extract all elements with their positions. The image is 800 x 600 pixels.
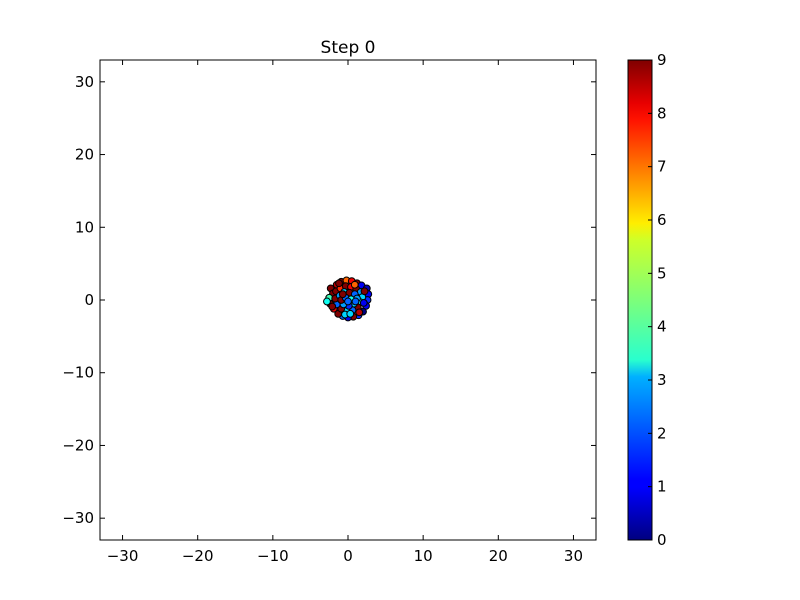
scatter-point — [359, 299, 368, 307]
colorbar-tick-label: 1 — [657, 478, 667, 496]
colorbar-tick-label: 3 — [657, 371, 667, 389]
colorbar-tick-label: 6 — [657, 211, 667, 229]
scatter-point — [344, 297, 352, 306]
x-tick-label: 20 — [489, 547, 508, 565]
x-tick-label: −20 — [182, 547, 214, 565]
x-tick-label: −30 — [107, 547, 139, 565]
y-tick-label: −30 — [62, 509, 94, 527]
colorbar-tick-label: 5 — [657, 264, 667, 282]
scatter-point — [328, 302, 337, 311]
y-tick-label: 0 — [84, 291, 94, 309]
scatter-point — [351, 297, 360, 306]
y-tick-label: 30 — [75, 73, 94, 91]
x-axis: −30 −20 −10 0 10 20 30 — [107, 60, 583, 565]
scatter-point — [350, 280, 359, 289]
colorbar-tick-label: 7 — [657, 158, 667, 176]
x-tick-label: 0 — [343, 547, 353, 565]
x-tick-label: 10 — [414, 547, 433, 565]
scatter-point — [335, 279, 343, 288]
scatter-point — [323, 297, 331, 306]
y-axis: −30 −20 −10 0 10 20 30 — [62, 73, 596, 527]
colorbar — [627, 59, 653, 541]
x-tick-label: −10 — [257, 547, 289, 565]
y-tick-label: 20 — [75, 146, 94, 164]
colorbar-axis: 0 1 2 3 4 5 6 7 8 9 — [648, 51, 667, 549]
colorbar-tick-label: 2 — [657, 424, 667, 442]
y-tick-label: 10 — [75, 218, 94, 236]
colorbar-tick-label: 4 — [657, 318, 667, 336]
colorbar-tick-label: 0 — [657, 531, 667, 549]
scatter-point — [360, 287, 369, 296]
scatter-point — [355, 308, 364, 317]
scatter-point — [346, 309, 355, 318]
colorbar-tick-label: 8 — [657, 104, 667, 122]
scatter-point — [338, 290, 347, 299]
scatter-points — [323, 276, 373, 322]
chart-title: Step 0 — [321, 38, 376, 58]
y-tick-label: −20 — [62, 436, 94, 454]
colorbar-tick-label: 9 — [657, 51, 667, 69]
x-tick-label: 30 — [564, 547, 583, 565]
y-tick-label: −10 — [62, 364, 94, 382]
